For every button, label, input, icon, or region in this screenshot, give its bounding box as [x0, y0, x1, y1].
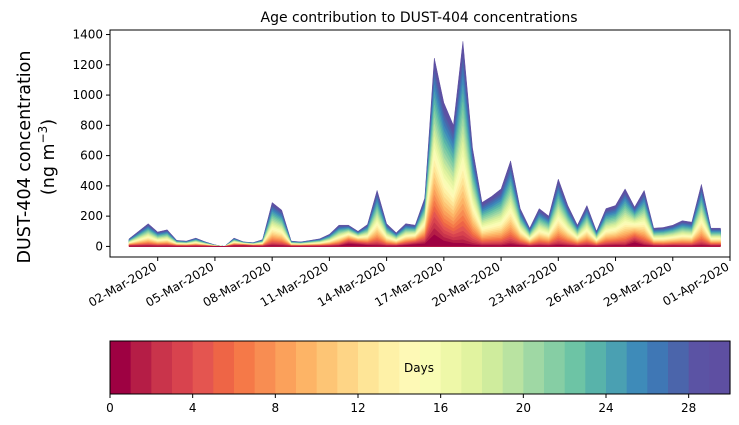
y-tick-label: 400 [80, 179, 103, 193]
colorbar-axis: 0 4 8 12 16 20 24 28 [106, 394, 696, 415]
colorbar-tick-label: 4 [189, 401, 197, 415]
colorbar-tick-label: 8 [272, 401, 280, 415]
y-tick-label: 1400 [72, 28, 103, 42]
colorbar-swatch [461, 341, 483, 394]
y-axis-label: DUST-404 concentration (ng m−3) [15, 51, 59, 264]
colorbar-swatch [234, 341, 256, 394]
y-axis-label-line2: (ng m−3) [36, 119, 59, 195]
colorbar-tick-label: 0 [106, 401, 114, 415]
plot-area-frame [109, 29, 731, 258]
y-tick-label: 1000 [72, 88, 103, 102]
colorbar-tick-label: 28 [681, 401, 696, 415]
colorbar-label: Days [404, 361, 434, 375]
y-tick-label: 1200 [72, 58, 103, 72]
colorbar-frame [109, 340, 731, 395]
stacked-age-areas [128, 41, 721, 247]
colorbar-swatch [275, 341, 297, 394]
y-tick-label: 800 [80, 118, 103, 132]
colorbar-swatch [606, 341, 628, 394]
x-axis: 02-Mar-202005-Mar-202008-Mar-202011-Mar-… [86, 257, 732, 310]
colorbar-swatch [296, 341, 318, 394]
age-layer-day-0 [128, 234, 721, 247]
colorbar-swatch [378, 341, 400, 394]
colorbar-swatch [337, 341, 359, 394]
chart-title: Age contribution to DUST-404 concentrati… [261, 10, 578, 26]
y-tick-label: 200 [80, 209, 103, 223]
colorbar-swatch [254, 341, 276, 394]
colorbar-swatch [502, 341, 524, 394]
colorbar-tick-label: 20 [516, 401, 531, 415]
colorbar-swatch [358, 341, 380, 394]
colorbar-swatch [647, 341, 669, 394]
colorbar-swatch [110, 341, 132, 394]
colorbar-swatch [420, 341, 442, 394]
colorbar-swatch [172, 341, 194, 394]
y-axis: 0 200 400 600 800 1000 1200 1400 [72, 28, 110, 253]
colorbar-tick-label: 12 [350, 401, 365, 415]
colorbar-swatch [688, 341, 710, 394]
colorbar-swatch [440, 341, 462, 394]
colorbar-tick-label: 16 [433, 401, 448, 415]
y-tick-label: 600 [80, 149, 103, 163]
colorbar [109, 340, 731, 395]
colorbar-swatch [668, 341, 690, 394]
colorbar-swatch [130, 341, 152, 394]
colorbar-tick-label: 24 [598, 401, 613, 415]
colorbar-swatch [316, 341, 338, 394]
y-tick-label: 0 [95, 239, 103, 253]
colorbar-swatch [482, 341, 504, 394]
colorbar-swatch [213, 341, 235, 394]
colorbar-swatch [709, 341, 731, 394]
colorbar-swatch [544, 341, 566, 394]
colorbar-swatch [192, 341, 214, 394]
colorbar-swatch [626, 341, 648, 394]
colorbar-swatch [585, 341, 607, 394]
y-axis-label-line1: DUST-404 concentration [15, 51, 35, 264]
colorbar-swatch [564, 341, 586, 394]
colorbar-swatch [151, 341, 173, 394]
colorbar-swatch [399, 341, 421, 394]
colorbar-swatch [523, 341, 545, 394]
